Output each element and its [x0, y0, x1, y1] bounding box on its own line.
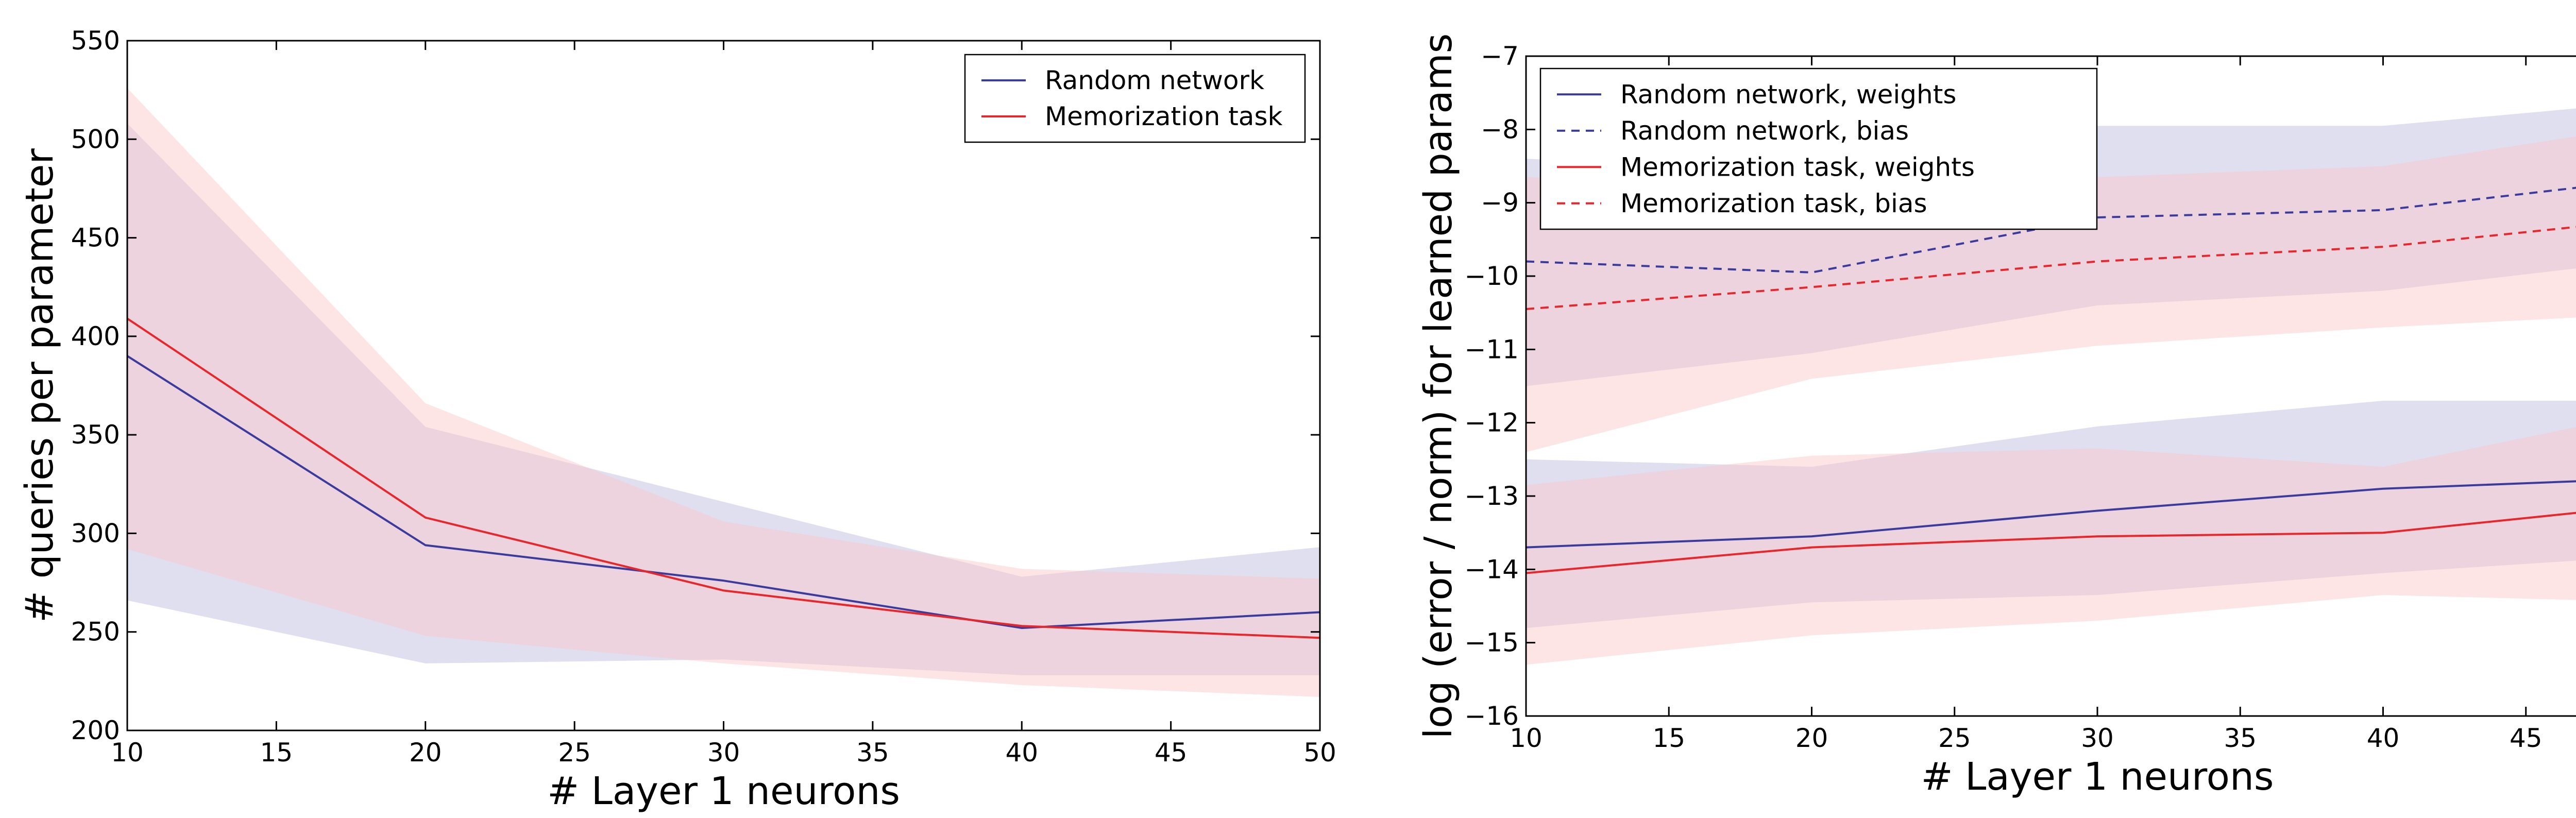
- series-line-1-2: [1526, 512, 2576, 574]
- legend-label-0: Random network: [1045, 65, 1264, 95]
- y-tick-label: 550: [71, 26, 120, 56]
- legend-label-3: Memorization task, bias: [1620, 189, 1927, 218]
- legend-box: [964, 54, 1306, 143]
- chart-left: 10 15 20 25 30 35 40 45 50 200 250 300 350 400 450 500 5…: [18, 26, 1336, 813]
- y-tick-label: −14: [1464, 554, 1519, 584]
- y-tick-label: −11: [1464, 334, 1519, 364]
- y-tick-label: −9: [1481, 188, 1519, 218]
- legend: Random network, weights Random network, b…: [1539, 67, 2098, 230]
- x-tick-label: 10: [1510, 723, 1543, 753]
- x-tick-label: 45: [2510, 723, 2543, 753]
- legend-label-1: Random network, bias: [1620, 116, 1909, 146]
- y-axis-label: log (error / norm) for learned params: [1416, 33, 1461, 739]
- legend-box: [1539, 67, 2098, 230]
- series-line-1-3: [1526, 226, 2576, 310]
- series-line-0-0: [126, 355, 1320, 629]
- series-line-1-0: [1526, 480, 2576, 549]
- x-tick-label: 35: [2224, 723, 2257, 753]
- y-axis-label: # queries per parameter: [18, 148, 62, 623]
- y-tick-label: 400: [71, 321, 120, 351]
- series-band-0-0: [127, 123, 1320, 675]
- x-tick-label: 30: [707, 738, 740, 768]
- x-tick-label: 20: [1795, 723, 1828, 753]
- legend-label-0: Random network, weights: [1620, 79, 1956, 109]
- y-tick-label: −12: [1464, 408, 1519, 438]
- series-band-1-2: [1526, 427, 2576, 665]
- x-tick-label: 35: [856, 738, 889, 768]
- x-tick-label: 45: [1155, 738, 1188, 768]
- y-tick-label: −13: [1464, 481, 1519, 511]
- y-tick-label: −15: [1464, 628, 1519, 658]
- y-tick-label: 300: [71, 518, 120, 548]
- x-axis-label: # Layer 1 neurons: [547, 769, 900, 813]
- series-line-1-1: [1526, 186, 2576, 274]
- y-tick-label: 250: [71, 617, 120, 647]
- y-tick-label: −10: [1464, 261, 1519, 291]
- x-tick-label: 30: [2081, 723, 2114, 753]
- y-tick-label: 350: [71, 420, 120, 450]
- x-tick-label: 25: [558, 738, 591, 768]
- x-tick-label: 50: [1303, 738, 1336, 768]
- x-tick-label: 15: [260, 738, 293, 768]
- y-tick-label: 200: [71, 715, 120, 745]
- chart-right: 101520253035404550−16−15−14−13−12−11−10−…: [1416, 33, 2576, 799]
- x-tick-label: 40: [1005, 738, 1038, 768]
- y-tick-label: −8: [1481, 114, 1519, 144]
- x-tick-label: 20: [409, 738, 442, 768]
- x-tick-label: 15: [1652, 723, 1685, 753]
- legend-label-1: Memorization task: [1045, 101, 1282, 131]
- y-tick-label: −16: [1464, 701, 1519, 731]
- x-tick-label: 25: [1938, 723, 1971, 753]
- x-tick-label: 10: [111, 738, 144, 768]
- x-axis-label: # Layer 1 neurons: [1921, 755, 2274, 799]
- legend-label-2: Memorization task, weights: [1620, 152, 1975, 182]
- y-tick-label: 450: [71, 223, 120, 253]
- x-tick-label: 40: [2367, 723, 2400, 753]
- legend: Random network Memorization task: [964, 54, 1306, 143]
- y-tick-label: −7: [1481, 41, 1519, 71]
- y-tick-label: 500: [71, 124, 120, 154]
- series-line-0-1: [126, 317, 1320, 639]
